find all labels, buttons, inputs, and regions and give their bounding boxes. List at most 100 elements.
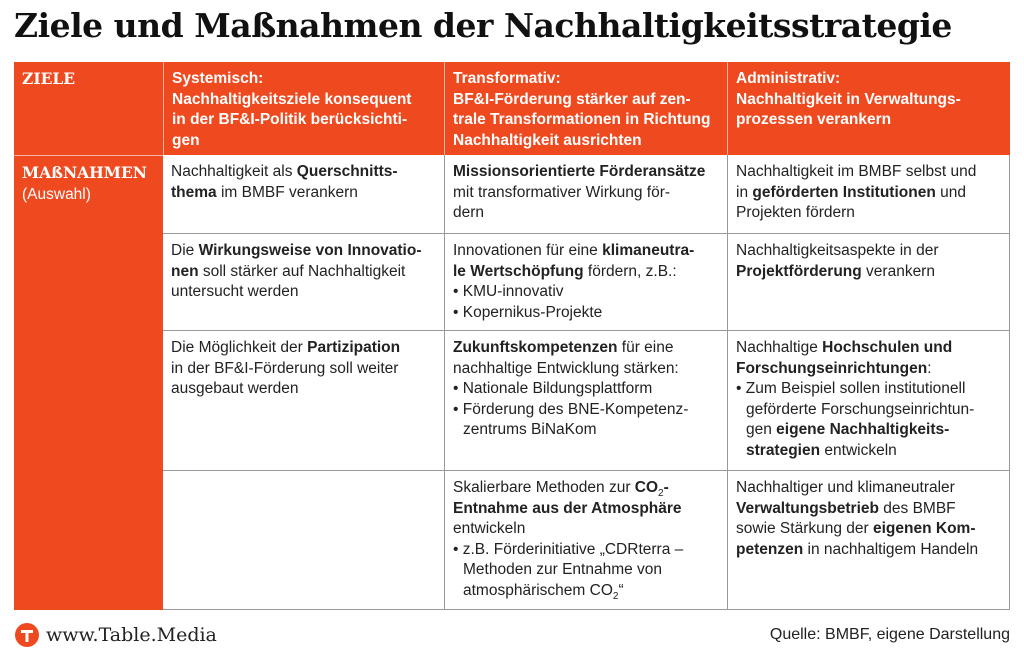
bold-text: trale Transformationen in Richtung <box>453 111 711 128</box>
text: Die <box>171 242 199 259</box>
text-line: in der BF&I-Politik berücksichti- <box>172 110 436 131</box>
text-line: Nachhaltigkeitsaspekte in der <box>736 241 1002 262</box>
text-line: Entnahme aus der Atmosphäre <box>453 499 719 520</box>
text: Skalierbare Methoden zur <box>453 479 635 496</box>
bold-text: Nachhaltigkeit ausrichten <box>453 131 642 149</box>
text-line: Die Möglichkeit der Partizipation <box>171 338 436 359</box>
text: mit transformativer Wirkung för- <box>453 183 671 201</box>
text-line: strategien entwickeln <box>736 441 1002 462</box>
text: • Nationale Bildungsplattform <box>453 380 653 397</box>
text: Die Möglichkeit der <box>171 339 308 356</box>
text-line: Innovationen für eine klimaneutra- <box>453 241 719 262</box>
bold-text: gen <box>172 131 200 149</box>
text: für eine <box>617 339 674 356</box>
text-line: zentrums BiNaKom <box>453 420 719 441</box>
text: Nachhaltigkeitsaspekte in der <box>736 242 939 259</box>
bold-text: geförderten Institutionen <box>752 183 936 201</box>
bold-text: petenzen <box>736 540 804 558</box>
text: in nachhaltigem Handeln <box>803 540 979 558</box>
table-cell: Nachhaltigkeit als Querschnitts-thema im… <box>163 155 444 233</box>
bold-text: CO <box>634 479 659 496</box>
text-line: ausgebaut werden <box>171 379 436 400</box>
text: atmosphärischem CO <box>463 581 613 599</box>
text: • Zum Beispiel sollen institutionell <box>736 380 966 397</box>
text: verankern <box>861 262 935 280</box>
bold-text: eigene Nachhaltigkeits- <box>776 421 950 438</box>
text-line: entwickeln <box>453 519 719 540</box>
bold-text: in der BF&I-Politik berücksichti- <box>172 111 408 128</box>
text-line: • Nationale Bildungsplattform <box>453 379 719 400</box>
text: und <box>935 183 966 201</box>
text: ausgebaut werden <box>171 380 299 397</box>
bold-text: thema <box>171 183 217 201</box>
text: Nachhaltigkeit im BMBF selbst und <box>736 163 977 180</box>
table-cell: Zukunftskompetenzen für eine nachhaltige … <box>444 330 727 470</box>
text-line: Projektförderung verankern <box>736 262 1002 283</box>
bold-text: - <box>663 479 669 496</box>
text-line: dern <box>453 203 719 224</box>
text: • Kopernikus-Projekte <box>453 303 603 321</box>
text: entwickeln <box>453 520 526 537</box>
table-cell: Nachhaltigkeitsaspekte in der Projektförd… <box>727 233 1010 330</box>
bold-text: Querschnitts- <box>296 163 398 180</box>
bold-text: Projektförderung <box>736 262 862 280</box>
table-cell: Nachhaltige Hochschulen und Forschungsein… <box>727 330 1010 470</box>
text-line: Systemisch: <box>172 69 436 90</box>
text-line: Nachhaltigkeit als Querschnitts- <box>171 162 436 183</box>
text: Innovationen für eine <box>453 242 603 259</box>
bold-text: Systemisch: <box>172 70 264 87</box>
table-cell: MAßNAHMEN (Auswahl) <box>14 155 163 610</box>
text-line: Missionsorientierte Förderansätze <box>453 162 719 183</box>
text-line: • z.B. Förderinitiative „CDRterra – <box>453 540 719 561</box>
bold-text: Wirkungsweise von Innovatio- <box>198 242 422 259</box>
text-line: Transformativ: <box>453 69 719 90</box>
table-cell: ZIELE <box>14 62 163 155</box>
bold-text: strategien <box>746 441 821 459</box>
text-line: • Zum Beispiel sollen institutionell <box>736 379 1002 400</box>
text: zentrums BiNaKom <box>463 421 597 438</box>
footer-site: www.Table.Media <box>46 624 217 646</box>
text-line: ZIELE <box>22 69 155 90</box>
text: fördern, z.B.: <box>583 262 677 280</box>
text-line: (Auswahl) <box>22 185 155 206</box>
title: Ziele und Maßnahmen der Nachhaltigkeitss… <box>14 6 952 45</box>
text-line: Nachhaltiger und klimaneutraler <box>736 478 1002 499</box>
text-line: Zukunftskompetenzen für eine <box>453 338 719 359</box>
subscript: 2 <box>658 488 664 500</box>
text: Nachhaltige <box>736 339 823 356</box>
text-line: Nachhaltigkeitsziele konsequent <box>172 90 436 111</box>
text-line: Methoden zur Entnahme von <box>453 560 719 581</box>
bold-text: Verwaltungsbetrieb <box>736 499 879 517</box>
text: Projekten fördern <box>736 204 855 221</box>
text: nachhaltige Entwicklung stärken: <box>453 359 679 377</box>
text: untersucht werden <box>171 283 299 300</box>
text: • z.B. Förderinitiative „CDRterra – <box>453 540 684 558</box>
text: “ <box>618 581 624 599</box>
table-cell: Transformativ: BF&I-Förderung stärker auf… <box>444 62 727 155</box>
bold-text: Transformativ: <box>453 70 561 87</box>
subscript: 2 <box>612 590 619 602</box>
bold-text: klimaneutra- <box>602 242 695 259</box>
bold-text: Administrativ: <box>736 70 841 87</box>
text-line: Skalierbare Methoden zur CO2- <box>453 478 719 499</box>
table-cell: Die Wirkungsweise von Innovatio-nen soll… <box>163 233 444 330</box>
text-line: untersucht werden <box>171 282 436 303</box>
text: • KMU-innovativ <box>453 283 564 300</box>
table-cell: Administrativ: Nachhaltigkeit in Verwaltu… <box>727 62 1010 155</box>
text: dern <box>453 204 485 221</box>
bold-text: BF&I-Förderung stärker auf zen- <box>453 90 691 108</box>
table-cell: Systemisch: Nachhaltigkeitsziele konseque… <box>163 62 444 155</box>
text: Methoden zur Entnahme von <box>463 561 663 578</box>
text-line: geförderte Forschungseinrichtun- <box>736 400 1002 421</box>
text: in der BF&I-Förderung soll weiter <box>171 359 399 377</box>
text-line: Nachhaltige Hochschulen und <box>736 338 1002 359</box>
text-line: • Kopernikus-Projekte <box>453 303 719 324</box>
logo <box>15 623 39 647</box>
text-line: Nachhaltigkeit ausrichten <box>453 131 719 152</box>
text-line: MAßNAHMEN <box>22 163 155 185</box>
bold-text: Zukunftskompetenzen <box>453 339 618 356</box>
table-cell: Innovationen für eine klimaneutra-le Wer… <box>444 233 727 330</box>
bold-text: nen <box>171 262 199 280</box>
text-line: • KMU-innovativ <box>453 282 719 303</box>
